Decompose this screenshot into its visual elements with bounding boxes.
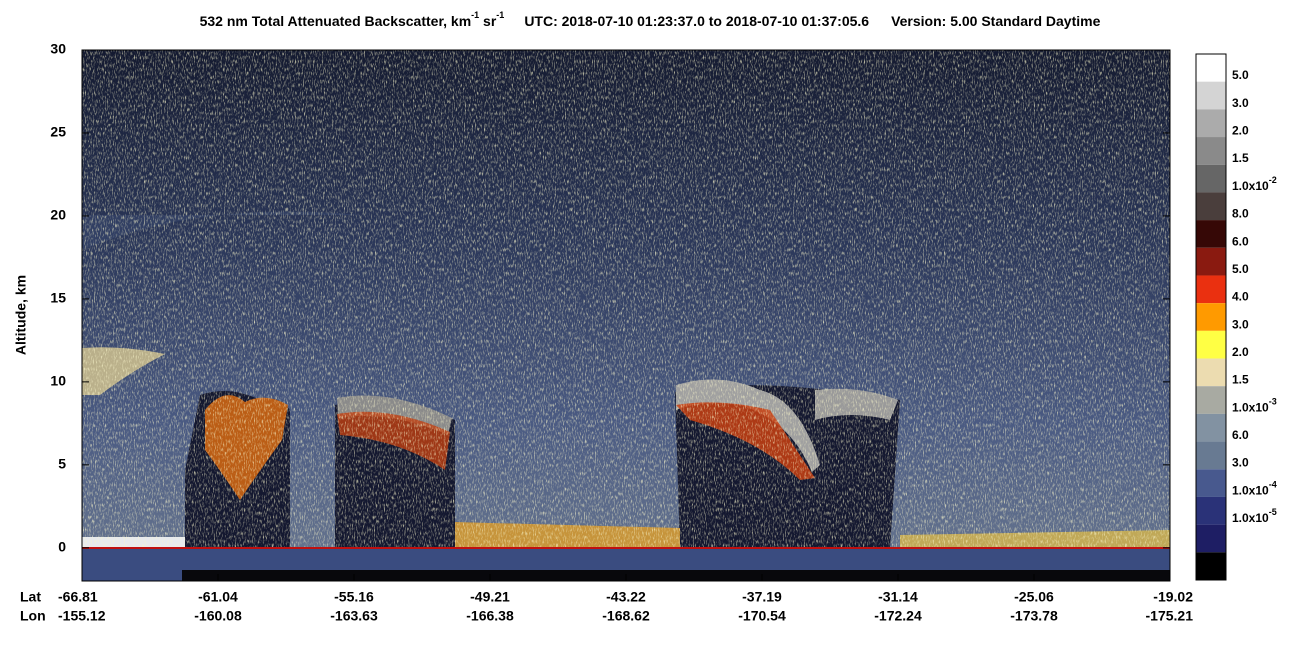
- x-tick-label: -55.16: [334, 589, 374, 605]
- colorbar-label: 2.0: [1232, 124, 1249, 138]
- colorbar-label-text: 3.0: [1232, 456, 1249, 470]
- y-tick-label: 15: [50, 290, 66, 306]
- colorbar-label: 1.0x10-3: [1232, 397, 1277, 415]
- x-tick-label: -49.21: [470, 589, 510, 605]
- colorbar-swatch: [1196, 54, 1226, 82]
- colorbar-label-text: 4.0: [1232, 290, 1249, 304]
- colorbar-label-text: 6.0: [1232, 234, 1249, 248]
- colorbar-swatch: [1196, 413, 1226, 442]
- colorbar-frame: [1195, 53, 1227, 581]
- x-tick-label: -172.24: [874, 608, 922, 624]
- x-tick-label: -43.22: [606, 589, 646, 605]
- x-row-label: Lon: [20, 608, 46, 624]
- colorbar-label-text: 3.0: [1232, 96, 1249, 110]
- colorbar-label-text: 5.0: [1232, 262, 1249, 276]
- colorbar-label-sup: -4: [1269, 480, 1277, 490]
- colorbar-swatch: [1196, 524, 1226, 553]
- x-tick-label: -25.06: [1014, 589, 1054, 605]
- colorbar-swatch: [1196, 275, 1226, 304]
- colorbar-label: 3.0: [1232, 96, 1249, 110]
- y-tick-label: 20: [50, 207, 66, 223]
- colorbar-swatch: [1196, 303, 1226, 331]
- colorbar-label: 1.5: [1232, 373, 1249, 387]
- x-tick-label: -19.02: [1153, 589, 1193, 605]
- y-tick-label: 10: [50, 373, 66, 389]
- curtain-image: [82, 50, 1170, 581]
- x-tick-label: -31.14: [878, 589, 918, 605]
- colorbar-label: 1.0x10-4: [1232, 480, 1277, 498]
- colorbar-swatch: [1196, 552, 1226, 580]
- colorbar-swatch: [1196, 496, 1226, 525]
- x-tick-label: -173.78: [1010, 608, 1058, 624]
- colorbar-swatch: [1196, 81, 1226, 110]
- y-tick-label: 5: [58, 456, 66, 472]
- colorbar-label: 4.0: [1232, 290, 1249, 304]
- colorbar-swatch: [1196, 469, 1226, 497]
- colorbar-label-text: 2.0: [1232, 345, 1249, 359]
- colorbar-label: 6.0: [1232, 234, 1249, 248]
- x-tick-label: -166.38: [466, 608, 514, 624]
- colorbar-label: 5.0: [1232, 262, 1249, 276]
- colorbar-swatch: [1196, 109, 1226, 138]
- x-tick-label: -163.63: [330, 608, 378, 624]
- colorbar-label-sup: -3: [1269, 397, 1277, 407]
- colorbar-swatch: [1196, 192, 1226, 221]
- colorbar-label: 2.0: [1232, 345, 1249, 359]
- y-axis-label: Altitude, km: [13, 275, 29, 355]
- colorbar-label: 3.0: [1232, 456, 1249, 470]
- colorbar-label-text: 1.0x10: [1232, 484, 1269, 498]
- x-tick-label: -37.19: [742, 589, 782, 605]
- colorbar-swatch: [1196, 358, 1226, 387]
- colorbar-label-text: 1.0x10: [1232, 511, 1269, 525]
- x-tick-label: -155.12: [58, 608, 106, 624]
- colorbar-label-text: 2.0: [1232, 124, 1249, 138]
- colorbar-label: 8.0: [1232, 207, 1249, 221]
- colorbar-label: 1.5: [1232, 151, 1249, 165]
- colorbar-label-text: 5.0: [1232, 68, 1249, 82]
- colorbar-swatch: [1196, 164, 1226, 193]
- colorbar-label-text: 6.0: [1232, 428, 1249, 442]
- colorbar-swatch: [1196, 137, 1226, 165]
- x-tick-label: -170.54: [738, 608, 786, 624]
- colorbar-label-sup: -2: [1269, 175, 1277, 185]
- colorbar-label: 1.0x10-2: [1232, 175, 1277, 193]
- x-tick-label: -61.04: [198, 589, 238, 605]
- y-tick-label: 25: [50, 124, 66, 140]
- x-tick-label: -160.08: [194, 608, 242, 624]
- x-row-label: Lat: [20, 589, 41, 605]
- y-tick-label: 0: [58, 539, 66, 555]
- colorbar-label-text: 1.5: [1232, 373, 1249, 387]
- colorbar-label: 1.0x10-5: [1232, 507, 1277, 525]
- colorbar-swatch: [1196, 247, 1226, 276]
- colorbar-label: 6.0: [1232, 428, 1249, 442]
- colorbar-label-text: 1.5: [1232, 151, 1249, 165]
- colorbar-label-text: 1.0x10: [1232, 401, 1269, 415]
- colorbar-label-sup: -5: [1269, 507, 1277, 517]
- colorbar-swatch: [1196, 330, 1226, 359]
- colorbar-label: 5.0: [1232, 68, 1249, 82]
- colorbar-swatch: [1196, 441, 1226, 470]
- colorbar-swatch: [1196, 386, 1226, 414]
- colorbar-label: 3.0: [1232, 317, 1249, 331]
- x-tick-label: -175.21: [1146, 608, 1194, 624]
- colorbar-swatch: [1196, 220, 1226, 248]
- x-tick-label: -66.81: [58, 589, 98, 605]
- colorbar-label-text: 8.0: [1232, 207, 1249, 221]
- y-tick-label: 30: [50, 41, 66, 57]
- chart-title: 532 nm Total Attenuated Backscatter, km-…: [200, 10, 1101, 28]
- colorbar-label-text: 1.0x10: [1232, 179, 1269, 193]
- x-tick-label: -168.62: [602, 608, 650, 624]
- colorbar-label-text: 3.0: [1232, 317, 1249, 331]
